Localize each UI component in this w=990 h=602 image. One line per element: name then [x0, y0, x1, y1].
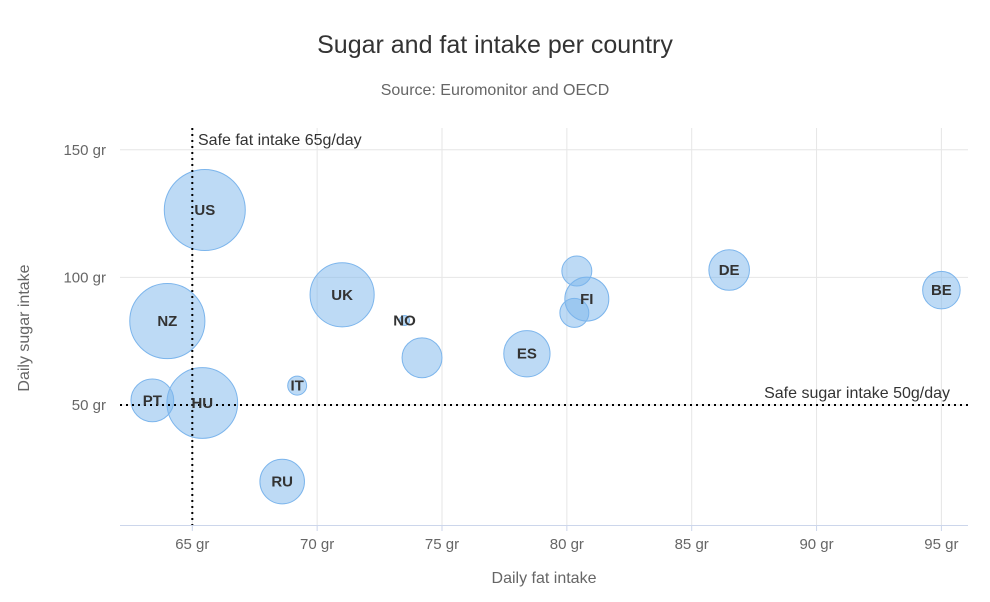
- bubble-UK[interactable]: [309, 262, 375, 328]
- bubble-DE[interactable]: [708, 249, 750, 291]
- x-tick-label-70: 70 gr: [300, 536, 334, 553]
- bubble-label-ES: ES: [517, 346, 537, 363]
- sugar-reference-line-label: Safe sugar intake 50g/day: [764, 385, 950, 402]
- bubble-label-IT: IT: [291, 378, 304, 395]
- bubble-label-PT: PT: [143, 392, 162, 409]
- bubble-label-NO: NO: [393, 313, 416, 330]
- y-axis-title: Daily sugar intake: [16, 264, 33, 392]
- x-tick-label-95: 95 gr: [924, 536, 958, 553]
- bubble-label-HU: HU: [191, 395, 213, 412]
- bubble-BE[interactable]: [922, 270, 961, 310]
- bubble-unlabeled[interactable]: [401, 337, 443, 379]
- bubble-label-RU: RU: [271, 474, 293, 491]
- x-tick-label-80: 80 gr: [550, 536, 584, 553]
- bubble-label-UK: UK: [331, 287, 353, 304]
- x-tick-label-65: 65 gr: [175, 536, 209, 553]
- y-tick-label-150: 150 gr: [63, 142, 106, 159]
- bubble-NO[interactable]: [399, 315, 411, 327]
- bubble-label-US: US: [194, 202, 215, 219]
- bubble-ES[interactable]: [503, 330, 551, 378]
- bubble-US[interactable]: [163, 169, 246, 252]
- x-tick-label-90: 90 gr: [799, 536, 833, 553]
- x-tick-label-85: 85 gr: [675, 536, 709, 553]
- bubble-label-NZ: NZ: [157, 313, 177, 330]
- bubble-RU[interactable]: [259, 458, 305, 505]
- fat-reference-line-label: Safe fat intake 65g/day: [198, 132, 362, 149]
- bubble-label-BE: BE: [931, 282, 952, 299]
- x-axis-title: Daily fat intake: [491, 570, 597, 587]
- bubble-unlabeled[interactable]: [559, 297, 590, 328]
- chart-subtitle: Source: Euromonitor and OECD: [380, 82, 610, 99]
- bubble-label-DE: DE: [719, 262, 740, 279]
- chart-title: Sugar and fat intake per country: [317, 31, 673, 59]
- bubble-IT[interactable]: [287, 375, 308, 396]
- bubble-PT[interactable]: [130, 378, 175, 423]
- y-tick-label-50: 50 gr: [72, 397, 106, 414]
- bubble-NZ[interactable]: [129, 282, 206, 360]
- x-tick-label-75: 75 gr: [425, 536, 459, 553]
- bubble-unlabeled[interactable]: [561, 255, 593, 287]
- y-tick-label-100: 100 gr: [63, 269, 106, 286]
- bubble-label-FI: FI: [580, 291, 593, 308]
